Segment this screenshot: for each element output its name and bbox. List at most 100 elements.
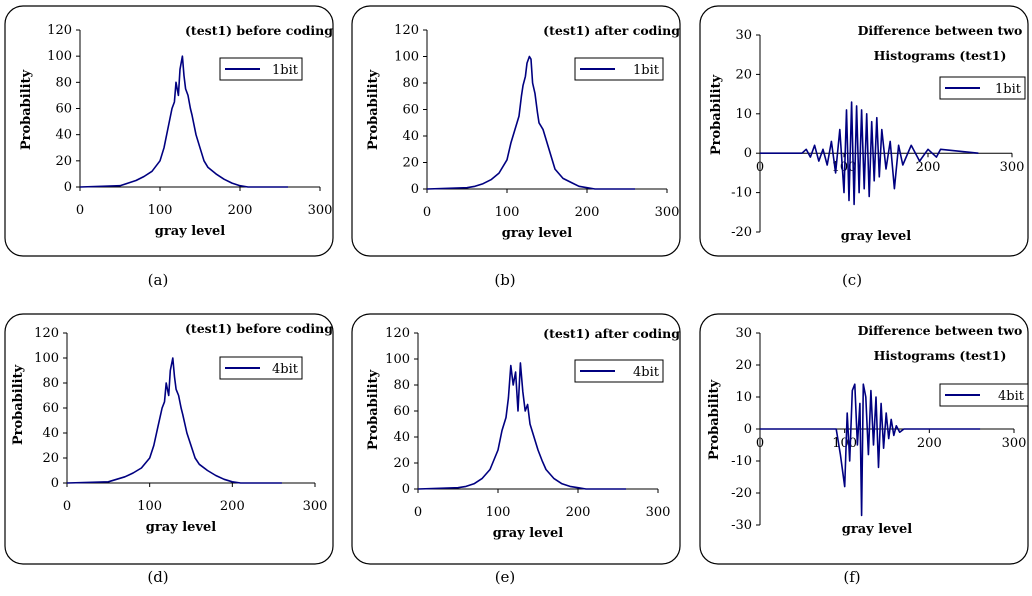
legend-box bbox=[219, 356, 303, 380]
x-tick-label: 200 bbox=[220, 499, 245, 514]
series-line-1bit bbox=[426, 55, 635, 190]
y-tick-label: 30 bbox=[735, 326, 752, 341]
y-tick-label: 60 bbox=[393, 404, 410, 419]
series-line-1bit bbox=[79, 55, 288, 188]
x-axis-title: gray level bbox=[146, 520, 216, 535]
chart-panel-a: 0 20 40 60 80 100 120 0 100 200 300 gray level Proba… bbox=[4, 5, 334, 289]
legend-label: 4bit bbox=[998, 389, 1025, 404]
x-tick-label: 100 bbox=[486, 505, 511, 520]
x-tick-label: 0 bbox=[756, 436, 764, 451]
y-axis-title: Probability bbox=[709, 74, 724, 155]
x-tick-label: 100 bbox=[148, 203, 173, 218]
chart-frame bbox=[4, 5, 334, 257]
series-line-4bit bbox=[417, 362, 626, 490]
y-tick-label: -20 bbox=[731, 225, 752, 240]
legend-label: 1bit bbox=[633, 63, 660, 78]
x-tick-label: 100 bbox=[832, 436, 857, 451]
x-axis-title: gray level bbox=[493, 526, 563, 541]
legend-label: 1bit bbox=[272, 63, 299, 78]
x-tick-label: 100 bbox=[137, 499, 162, 514]
y-tick-label: 20 bbox=[393, 456, 410, 471]
chart-panel-e: 0 20 40 60 80 100 120 0 100 200 300 gray level Proba… bbox=[351, 313, 681, 586]
x-tick-label: 300 bbox=[655, 205, 680, 220]
panel-caption: (b) bbox=[494, 271, 515, 289]
y-tick-label: 30 bbox=[735, 28, 752, 43]
chart-title-line: (test1) before coding bbox=[185, 23, 333, 38]
chart-title-line: (test1) after coding bbox=[543, 326, 680, 341]
series-line-4bit bbox=[66, 357, 282, 484]
x-tick-label: 0 bbox=[423, 205, 431, 220]
legend-box bbox=[939, 383, 1029, 407]
x-tick-label: 300 bbox=[1000, 160, 1025, 175]
panel-caption: (f) bbox=[843, 568, 860, 586]
y-tick-label: 0 bbox=[64, 180, 72, 195]
y-tick-label: 20 bbox=[402, 156, 419, 171]
y-tick-label: 40 bbox=[402, 129, 419, 144]
y-tick-label: 100 bbox=[34, 351, 59, 366]
x-axis-title: gray level bbox=[841, 229, 911, 244]
y-axis-title: Probability bbox=[366, 369, 381, 450]
y-tick-label: 120 bbox=[394, 23, 419, 38]
legend-label: 4bit bbox=[272, 362, 299, 377]
x-tick-label: 200 bbox=[575, 205, 600, 220]
y-tick-label: 0 bbox=[744, 146, 752, 161]
legend-label: 4bit bbox=[633, 365, 660, 380]
panel-caption: (e) bbox=[495, 568, 516, 586]
y-tick-label: 10 bbox=[735, 107, 752, 122]
x-tick-label: 300 bbox=[646, 505, 671, 520]
panel-caption: (d) bbox=[147, 568, 168, 586]
chart-title-line: Difference between two bbox=[858, 323, 1023, 338]
legend-label: 1bit bbox=[995, 82, 1022, 97]
legend-box bbox=[939, 76, 1026, 100]
y-tick-label: 60 bbox=[55, 102, 72, 117]
y-tick-label: 80 bbox=[402, 76, 419, 91]
chart-title-line: (test1) before coding bbox=[185, 321, 333, 336]
panel-caption: (c) bbox=[842, 271, 862, 289]
y-tick-label: 100 bbox=[385, 352, 410, 367]
panel-caption: (a) bbox=[148, 271, 169, 289]
x-tick-label: 300 bbox=[303, 499, 328, 514]
chart-title-line: (test1) after coding bbox=[543, 23, 680, 38]
y-tick-label: 20 bbox=[42, 451, 59, 466]
y-tick-label: 0 bbox=[411, 182, 419, 197]
y-tick-label: 80 bbox=[393, 378, 410, 393]
y-tick-label: -10 bbox=[731, 454, 752, 469]
y-tick-label: 100 bbox=[394, 50, 419, 65]
y-tick-label: 120 bbox=[385, 326, 410, 341]
x-tick-label: 0 bbox=[76, 203, 84, 218]
y-tick-label: -30 bbox=[731, 518, 752, 533]
y-tick-label: 20 bbox=[735, 358, 752, 373]
x-axis-title: gray level bbox=[842, 522, 912, 537]
x-axis-title: gray level bbox=[155, 224, 225, 239]
y-axis-title: Probability bbox=[707, 379, 722, 460]
y-tick-label: 60 bbox=[42, 401, 59, 416]
legend-box bbox=[574, 359, 664, 383]
y-tick-label: 0 bbox=[402, 482, 410, 497]
x-tick-label: 0 bbox=[63, 499, 71, 514]
y-tick-label: 120 bbox=[34, 326, 59, 341]
y-tick-label: 40 bbox=[42, 426, 59, 441]
y-axis-title: Probability bbox=[11, 364, 26, 445]
chart-frame bbox=[699, 313, 1029, 565]
chart-title-line: Histograms (test1) bbox=[874, 48, 1007, 63]
y-tick-label: 80 bbox=[42, 376, 59, 391]
x-tick-label: 200 bbox=[917, 436, 942, 451]
x-tick-label: 200 bbox=[566, 505, 591, 520]
x-tick-label: 0 bbox=[414, 505, 422, 520]
y-tick-label: -20 bbox=[731, 486, 752, 501]
y-axis-title: Probability bbox=[366, 69, 381, 150]
y-tick-label: 20 bbox=[55, 154, 72, 169]
chart-panel-b: 0 20 40 60 80 100 120 0 100 200 300 gray level Proba… bbox=[351, 5, 681, 289]
series-line-1bit bbox=[760, 101, 979, 206]
x-axis-title: gray level bbox=[502, 226, 572, 241]
y-tick-label: 40 bbox=[393, 430, 410, 445]
chart-title-line: Histograms (test1) bbox=[874, 348, 1007, 363]
x-tick-label: 200 bbox=[228, 203, 253, 218]
x-tick-label: 0 bbox=[756, 160, 764, 175]
y-tick-label: 40 bbox=[55, 128, 72, 143]
y-tick-label: -10 bbox=[731, 186, 752, 201]
y-tick-label: 100 bbox=[47, 49, 72, 64]
